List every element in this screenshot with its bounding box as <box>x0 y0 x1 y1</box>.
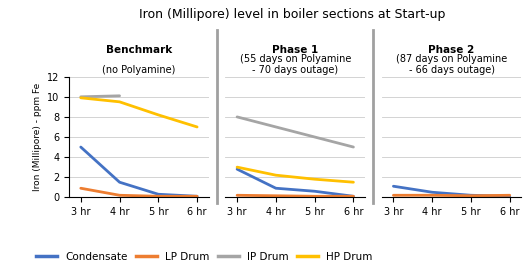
Y-axis label: Iron (Millipore) - ppm Fe: Iron (Millipore) - ppm Fe <box>32 83 41 191</box>
Text: (87 days on Polyamine
- 66 days outage): (87 days on Polyamine - 66 days outage) <box>396 54 507 75</box>
Text: Iron (Millipore) level in boiler sections at Start-up: Iron (Millipore) level in boiler section… <box>139 8 446 21</box>
Legend: Condensate, LP Drum, IP Drum, HP Drum: Condensate, LP Drum, IP Drum, HP Drum <box>32 248 377 266</box>
Text: Benchmark: Benchmark <box>106 45 172 55</box>
Text: Phase 2: Phase 2 <box>428 45 475 55</box>
Text: Phase 1: Phase 1 <box>272 45 318 55</box>
Text: (55 days on Polyamine
- 70 days outage): (55 days on Polyamine - 70 days outage) <box>239 54 351 75</box>
Text: (no Polyamine): (no Polyamine) <box>102 65 176 75</box>
